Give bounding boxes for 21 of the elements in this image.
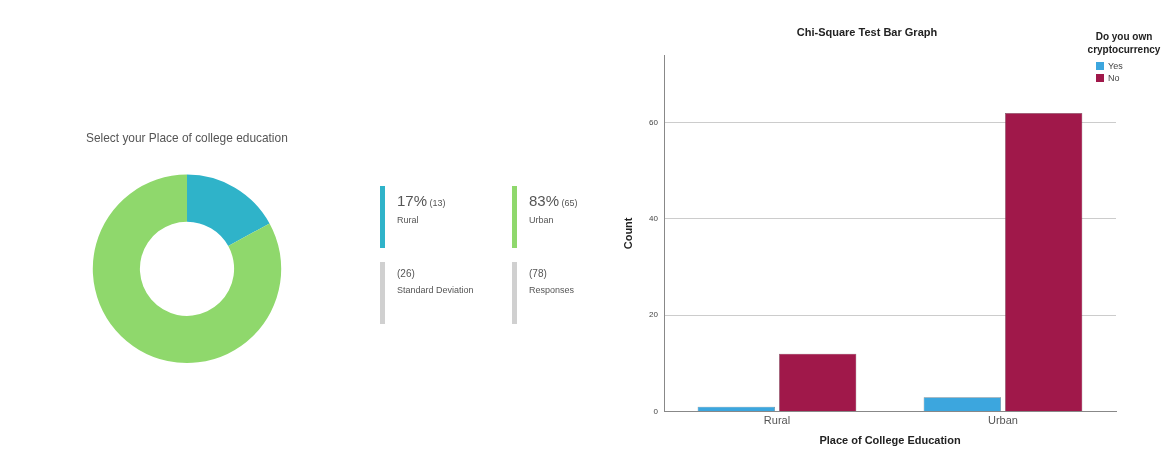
y-tick-label: 0 — [653, 406, 659, 416]
text: (65) — [560, 198, 578, 208]
chart-title: Chi-Square Test Bar Graph — [796, 25, 938, 38]
text: Responses — [529, 285, 575, 295]
legend-label: Yes — [1107, 60, 1124, 72]
x-axis-title: Place of College Education — [819, 434, 961, 447]
text: (78) — [529, 268, 548, 279]
y-tick-label: 20 — [649, 310, 659, 320]
data-label: 17% — [397, 192, 428, 209]
legend-label: Rural — [397, 215, 420, 225]
legend-label: Urban — [529, 215, 555, 225]
text: (26) — [397, 268, 416, 279]
chart-title: Select your Place of college education — [86, 130, 288, 146]
y-axis-title: Count — [621, 217, 634, 250]
legend-title: Do you own cryptocurrency — [1086, 30, 1162, 56]
data-label: 83% — [529, 192, 560, 209]
y-tick-label: 60 — [649, 117, 659, 127]
text: Standard Deviation — [397, 285, 474, 295]
legend-label: No — [1107, 72, 1121, 84]
y-tick-label: 40 — [649, 214, 659, 224]
text: (13) — [428, 198, 446, 208]
